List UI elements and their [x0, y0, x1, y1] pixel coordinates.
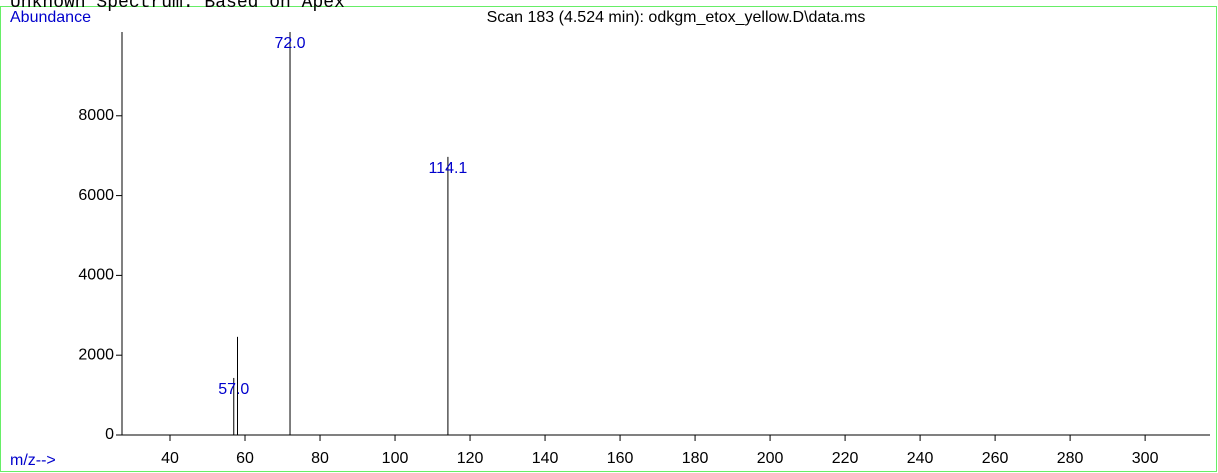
x-tick-label: 60	[236, 450, 254, 467]
x-axis-label: m/z-->	[10, 452, 56, 469]
peak-label: 114.1	[428, 160, 467, 177]
y-tick-label: 2000	[78, 346, 114, 363]
x-tick-label: 280	[1057, 450, 1084, 467]
chart-title: Scan 183 (4.524 min): odkgm_etox_yellow.…	[487, 9, 866, 26]
x-tick-label: 200	[757, 450, 784, 467]
x-tick-label: 260	[982, 450, 1009, 467]
y-tick-label: 8000	[78, 107, 114, 124]
x-tick-label: 240	[907, 450, 934, 467]
y-tick-label: 0	[105, 426, 114, 443]
x-tick-label: 160	[607, 450, 634, 467]
x-tick-label: 300	[1132, 450, 1159, 467]
x-tick-label: 100	[382, 450, 409, 467]
header: Unknown Spectrum: Based on Apex	[10, 0, 345, 13]
y-tick-label: 6000	[78, 187, 114, 204]
y-axis-label: Abundance	[10, 9, 91, 26]
x-tick-label: 220	[832, 450, 859, 467]
x-tick-label: 180	[682, 450, 709, 467]
peak-label: 57.0	[218, 381, 249, 398]
x-tick-label: 40	[161, 450, 179, 467]
x-tick-label: 140	[532, 450, 559, 467]
peak-label: 72.0	[274, 35, 305, 52]
x-tick-label: 80	[311, 450, 329, 467]
y-tick-label: 4000	[78, 267, 114, 284]
frame	[0, 6, 1217, 472]
x-tick-label: 120	[457, 450, 484, 467]
